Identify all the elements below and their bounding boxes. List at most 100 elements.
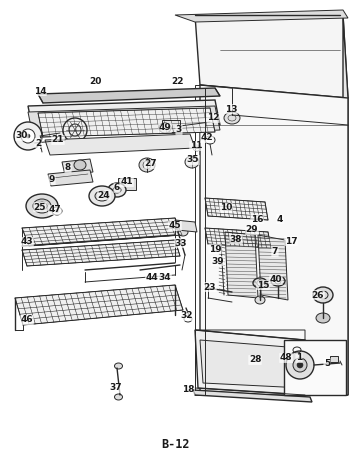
Text: 27: 27: [145, 159, 157, 169]
Text: 10: 10: [220, 203, 232, 213]
Text: 13: 13: [225, 104, 237, 114]
Ellipse shape: [185, 156, 199, 168]
Ellipse shape: [26, 194, 58, 218]
Ellipse shape: [316, 313, 330, 323]
Polygon shape: [193, 390, 312, 402]
Polygon shape: [343, 15, 348, 395]
Text: 44: 44: [146, 273, 158, 283]
Text: 5: 5: [324, 359, 330, 367]
Polygon shape: [200, 85, 348, 395]
Ellipse shape: [255, 296, 265, 304]
Text: 33: 33: [175, 239, 187, 247]
Polygon shape: [15, 285, 183, 325]
Polygon shape: [38, 108, 215, 137]
Ellipse shape: [21, 129, 35, 143]
Ellipse shape: [159, 123, 171, 133]
Polygon shape: [205, 198, 268, 220]
Ellipse shape: [108, 183, 126, 197]
Ellipse shape: [14, 122, 42, 150]
Ellipse shape: [52, 207, 62, 215]
Text: 35: 35: [187, 156, 199, 164]
Text: 45: 45: [169, 222, 181, 230]
Text: 9: 9: [49, 175, 55, 185]
Text: B-12: B-12: [161, 438, 189, 452]
Text: 15: 15: [257, 280, 269, 289]
Text: 19: 19: [209, 245, 221, 253]
Ellipse shape: [224, 112, 240, 124]
Polygon shape: [258, 235, 288, 300]
Ellipse shape: [26, 134, 30, 138]
Polygon shape: [38, 88, 220, 103]
Text: 40: 40: [270, 276, 282, 284]
Ellipse shape: [113, 187, 121, 193]
Polygon shape: [200, 340, 303, 388]
Bar: [118, 178, 136, 190]
Text: 48: 48: [280, 354, 292, 362]
Ellipse shape: [63, 118, 87, 142]
Text: 41: 41: [121, 178, 133, 186]
Bar: [284, 340, 346, 395]
Bar: [162, 120, 180, 132]
Ellipse shape: [55, 209, 59, 213]
Text: 47: 47: [49, 206, 61, 214]
Text: 21: 21: [52, 136, 64, 145]
Text: 37: 37: [110, 383, 122, 393]
Polygon shape: [225, 232, 258, 298]
Polygon shape: [62, 159, 93, 175]
Text: 7: 7: [272, 247, 278, 256]
Text: 26: 26: [312, 290, 324, 300]
Polygon shape: [175, 220, 197, 232]
Text: 49: 49: [159, 124, 172, 132]
Text: 32: 32: [181, 311, 193, 321]
Text: 3: 3: [176, 125, 182, 135]
Text: 28: 28: [249, 355, 261, 365]
Ellipse shape: [139, 158, 155, 172]
Text: 25: 25: [34, 202, 46, 212]
Polygon shape: [45, 134, 195, 155]
Text: 4: 4: [277, 214, 283, 224]
Text: 29: 29: [246, 225, 258, 234]
Ellipse shape: [95, 191, 109, 201]
Text: 34: 34: [159, 273, 171, 283]
Ellipse shape: [253, 278, 267, 288]
Ellipse shape: [74, 160, 86, 170]
Ellipse shape: [114, 363, 122, 369]
Ellipse shape: [89, 186, 115, 206]
Polygon shape: [28, 100, 220, 132]
Polygon shape: [195, 15, 348, 98]
Ellipse shape: [33, 199, 51, 213]
Text: 30: 30: [16, 131, 28, 141]
Text: 14: 14: [34, 87, 46, 96]
Text: 39: 39: [212, 256, 224, 266]
Text: 42: 42: [201, 133, 213, 142]
Text: 12: 12: [207, 114, 219, 122]
Text: 20: 20: [89, 77, 101, 87]
Ellipse shape: [293, 358, 307, 372]
Polygon shape: [28, 106, 220, 137]
Text: 2: 2: [35, 138, 41, 147]
Bar: [330, 356, 338, 362]
Text: 23: 23: [204, 283, 216, 291]
Text: 8: 8: [65, 164, 71, 173]
Text: 1: 1: [296, 354, 302, 362]
Polygon shape: [175, 10, 348, 22]
Ellipse shape: [271, 276, 285, 286]
Text: 6: 6: [114, 184, 120, 192]
Polygon shape: [22, 240, 180, 266]
Polygon shape: [205, 228, 271, 248]
Ellipse shape: [286, 351, 314, 379]
Ellipse shape: [178, 228, 188, 236]
Text: 22: 22: [172, 77, 184, 87]
Text: 24: 24: [98, 191, 110, 200]
Ellipse shape: [114, 394, 122, 400]
Polygon shape: [48, 170, 93, 186]
Polygon shape: [195, 330, 308, 395]
Text: 11: 11: [190, 142, 202, 151]
Text: 43: 43: [21, 238, 33, 246]
Ellipse shape: [297, 362, 303, 368]
Text: 16: 16: [251, 214, 263, 224]
Text: 46: 46: [21, 316, 33, 325]
Ellipse shape: [313, 287, 333, 303]
Text: 18: 18: [182, 386, 194, 394]
Text: 17: 17: [285, 236, 297, 245]
